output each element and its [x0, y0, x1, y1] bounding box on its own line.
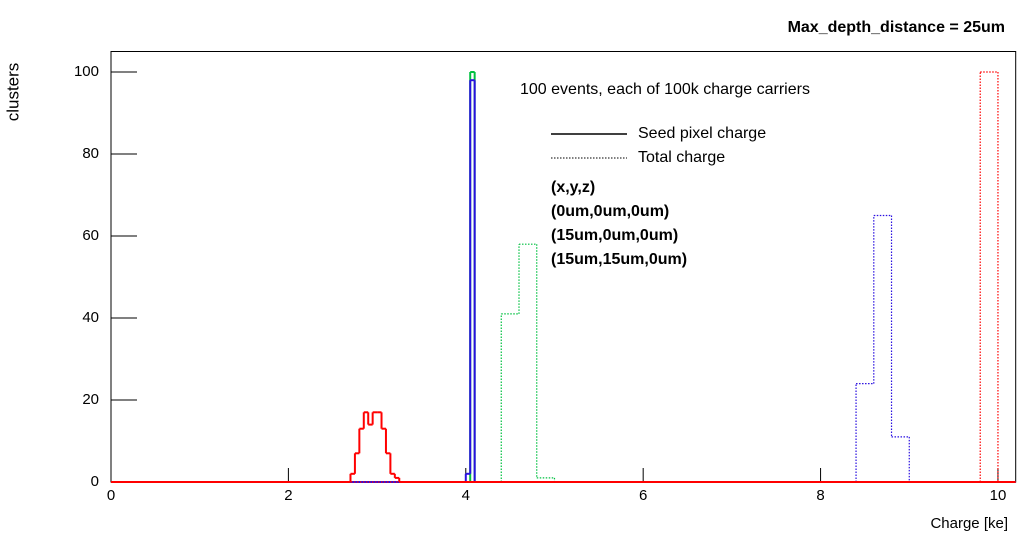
legend-entry: (15um,15um,0um)	[551, 251, 687, 268]
annotation: 100 events, each of 100k charge carriers	[520, 81, 810, 98]
y-axis-label: clusters	[3, 63, 22, 122]
legend-entry: (15um,0um,0um)	[551, 227, 678, 244]
y-tick-label: 60	[82, 227, 99, 244]
x-tick-label: 0	[107, 487, 115, 504]
legend-entry: (0um,0um,0um)	[551, 203, 669, 220]
x-tick-label: 6	[639, 487, 647, 504]
legend-label: Seed pixel charge	[638, 125, 766, 142]
chart-title: Max_depth_distance = 25um	[788, 19, 1005, 36]
legend-header: (x,y,z)	[551, 179, 595, 196]
y-tick-label: 0	[91, 473, 99, 490]
legend-label: Total charge	[638, 149, 725, 166]
x-tick-label: 8	[816, 487, 824, 504]
x-tick-label: 10	[990, 487, 1007, 504]
y-tick-label: 20	[82, 391, 99, 408]
x-tick-label: 4	[462, 487, 470, 504]
y-tick-label: 80	[82, 145, 99, 162]
y-tick-label: 100	[74, 63, 99, 80]
x-axis-label: Charge [ke]	[930, 515, 1008, 532]
x-tick-label: 2	[284, 487, 292, 504]
y-tick-label: 40	[82, 309, 99, 326]
